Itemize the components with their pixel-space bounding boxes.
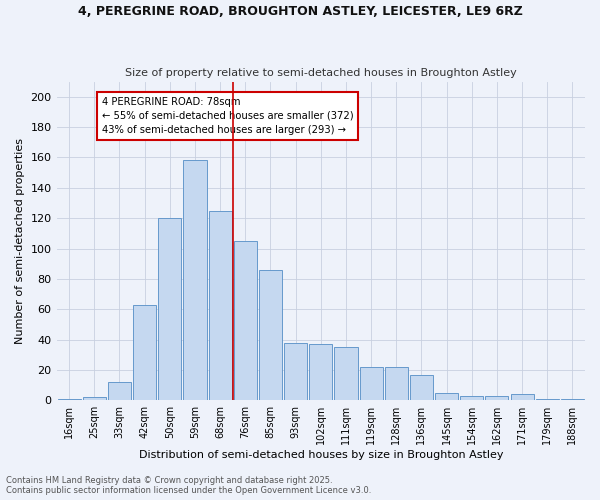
Bar <box>385 367 408 400</box>
Bar <box>83 398 106 400</box>
Bar <box>108 382 131 400</box>
Y-axis label: Number of semi-detached properties: Number of semi-detached properties <box>15 138 25 344</box>
Bar <box>511 394 533 400</box>
Bar <box>359 367 383 400</box>
Bar <box>259 270 282 400</box>
Bar <box>133 304 156 400</box>
Text: 4, PEREGRINE ROAD, BROUGHTON ASTLEY, LEICESTER, LE9 6RZ: 4, PEREGRINE ROAD, BROUGHTON ASTLEY, LEI… <box>77 5 523 18</box>
Bar <box>334 347 358 401</box>
Bar <box>234 241 257 400</box>
Bar <box>536 399 559 400</box>
Bar <box>410 374 433 400</box>
Bar <box>284 342 307 400</box>
Bar <box>435 392 458 400</box>
Bar <box>309 344 332 401</box>
Text: 4 PEREGRINE ROAD: 78sqm
← 55% of semi-detached houses are smaller (372)
43% of s: 4 PEREGRINE ROAD: 78sqm ← 55% of semi-de… <box>102 96 353 134</box>
Bar <box>158 218 181 400</box>
Title: Size of property relative to semi-detached houses in Broughton Astley: Size of property relative to semi-detach… <box>125 68 517 78</box>
Bar <box>460 396 484 400</box>
Text: Contains HM Land Registry data © Crown copyright and database right 2025.
Contai: Contains HM Land Registry data © Crown c… <box>6 476 371 495</box>
Bar <box>485 396 508 400</box>
Bar <box>561 399 584 400</box>
Bar <box>184 160 206 400</box>
Bar <box>58 399 80 400</box>
X-axis label: Distribution of semi-detached houses by size in Broughton Astley: Distribution of semi-detached houses by … <box>139 450 503 460</box>
Bar <box>209 210 232 400</box>
